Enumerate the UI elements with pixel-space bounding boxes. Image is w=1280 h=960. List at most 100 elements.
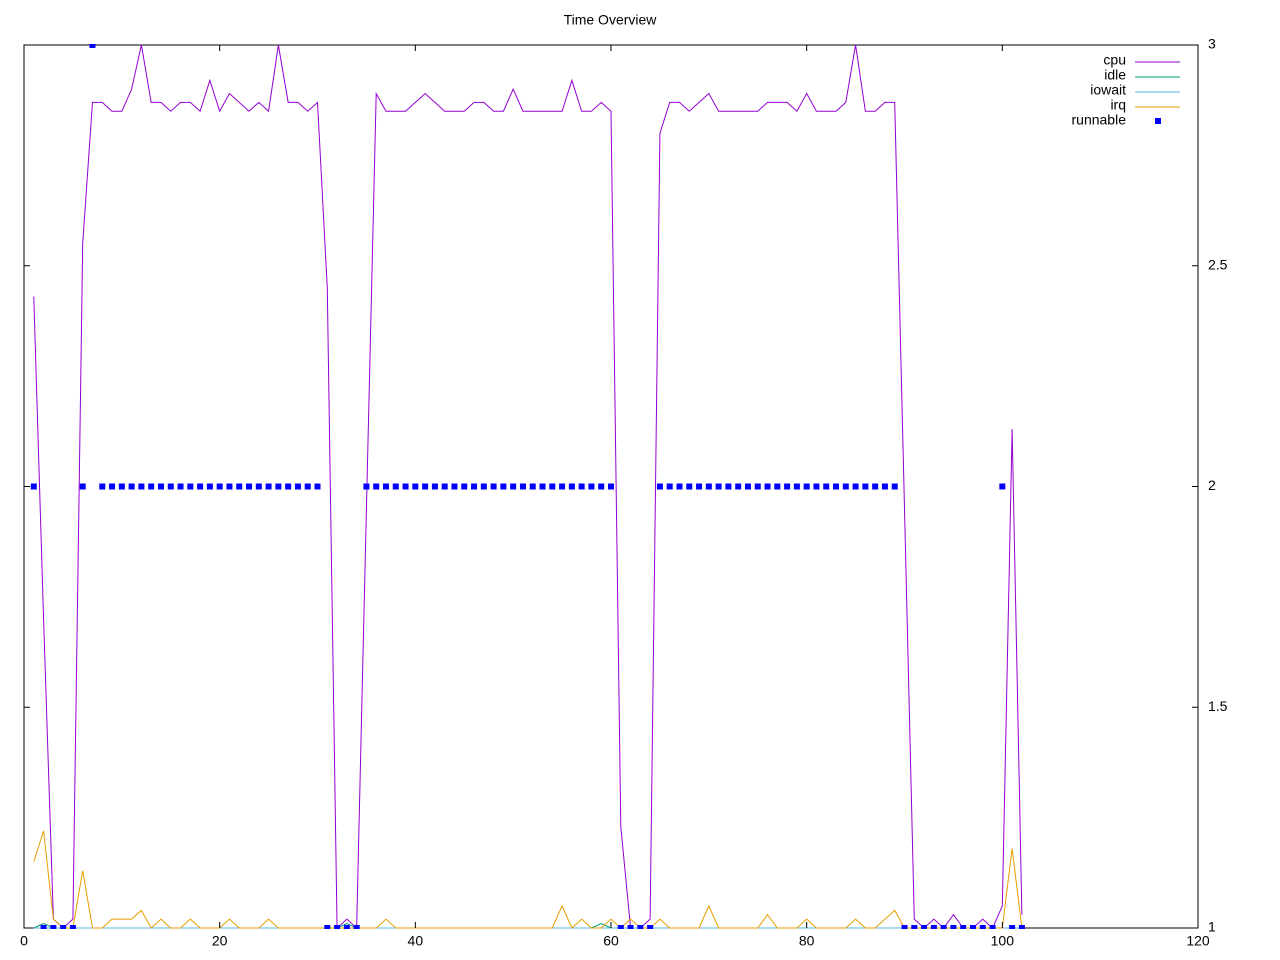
series-point (950, 925, 957, 929)
series-point (960, 925, 967, 929)
legend-label: iowait (1090, 82, 1126, 98)
series-point (911, 925, 918, 929)
series-point (50, 925, 57, 929)
series-point (89, 44, 96, 48)
series-point (813, 483, 820, 490)
series-point (177, 483, 184, 490)
series-point (392, 483, 399, 490)
series-point (490, 483, 497, 490)
series-point (656, 483, 663, 490)
series-point (148, 483, 155, 490)
series-point (60, 925, 67, 929)
series-point (705, 483, 712, 490)
series-point (441, 483, 448, 490)
series-point (793, 483, 800, 490)
series-point (1009, 925, 1016, 929)
series-point (803, 483, 810, 490)
series-point (891, 483, 898, 490)
series-point (255, 483, 262, 490)
series-point (676, 483, 683, 490)
series-point (167, 483, 174, 490)
series-point (725, 483, 732, 490)
series-point (686, 483, 693, 490)
series-point (588, 483, 595, 490)
series-point (627, 925, 634, 929)
series-point (99, 483, 106, 490)
series-point (461, 483, 468, 490)
series-point (275, 483, 282, 490)
series-point (118, 483, 125, 490)
series-point (334, 925, 341, 929)
series-point (823, 483, 830, 490)
series-point (901, 925, 908, 929)
plot-area (30, 44, 1025, 929)
series-line (33, 830, 1023, 929)
legend-label: irq (1110, 97, 1126, 113)
series-point (236, 483, 243, 490)
x-tick-label: 120 (1186, 933, 1210, 949)
series-point (969, 925, 976, 929)
x-tick-label: 60 (603, 933, 619, 949)
series-point (226, 483, 233, 490)
series-point (647, 925, 654, 929)
series-point (862, 483, 869, 490)
series-point (304, 483, 311, 490)
series-point (197, 483, 204, 490)
series-point (921, 925, 928, 929)
series-point (138, 483, 145, 490)
series-point (373, 483, 380, 490)
legend-swatch (1155, 118, 1161, 124)
series-point (568, 483, 575, 490)
series-point (598, 483, 605, 490)
series-point (979, 925, 986, 929)
series-point (696, 483, 703, 490)
series-point (930, 925, 937, 929)
y-tick-label: 2.5 (1208, 256, 1228, 272)
series-point (872, 483, 879, 490)
series-point (989, 925, 996, 929)
series-point (784, 483, 791, 490)
x-tick-label: 0 (20, 933, 28, 949)
series-point (637, 925, 644, 929)
series-point (402, 483, 409, 490)
series-point (422, 483, 429, 490)
series-point (833, 483, 840, 490)
series-point (549, 483, 556, 490)
series-point (451, 483, 458, 490)
series-point (500, 483, 507, 490)
series-point (314, 483, 321, 490)
series-point (216, 483, 223, 490)
series-point (774, 483, 781, 490)
series-point (157, 483, 164, 490)
series-point (363, 483, 370, 490)
y-tick-label: 2 (1208, 477, 1216, 493)
series-point (754, 483, 761, 490)
series-point (471, 483, 478, 490)
series-point (608, 483, 614, 490)
series-point (30, 483, 37, 490)
series-point (79, 483, 86, 490)
y-tick-label: 1.5 (1208, 698, 1228, 714)
series-point (617, 925, 624, 929)
series-point (715, 483, 722, 490)
series-point (353, 925, 360, 929)
legend-label: cpu (1103, 52, 1126, 68)
series-point (265, 483, 272, 490)
x-tick-label: 20 (212, 933, 228, 949)
series-point (666, 483, 673, 490)
series-point (999, 483, 1006, 490)
legend-label: idle (1104, 67, 1126, 83)
series-point (539, 483, 546, 490)
series-point (529, 483, 536, 490)
series-point (480, 483, 487, 490)
series-point (1018, 925, 1025, 929)
x-tick-label: 100 (991, 933, 1015, 949)
series-point (128, 483, 135, 490)
series-line (33, 44, 1023, 929)
y-tick-label: 3 (1208, 36, 1216, 52)
y-tick-label: 1 (1208, 919, 1216, 935)
series-point (578, 483, 585, 490)
series-point (559, 483, 566, 490)
series-point (324, 925, 331, 929)
